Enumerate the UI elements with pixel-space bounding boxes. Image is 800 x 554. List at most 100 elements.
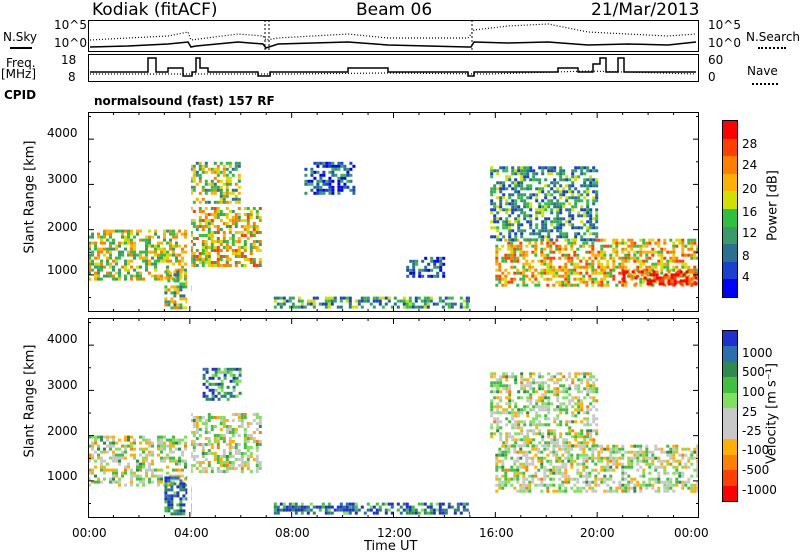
heatmap-cell (231, 237, 235, 240)
heatmap-cell (498, 447, 502, 451)
heatmap-cell (360, 305, 364, 309)
heatmap-cell (285, 299, 289, 303)
heatmap-cell (514, 169, 518, 173)
heatmap-cell (172, 235, 175, 239)
heatmap-cell (565, 408, 569, 412)
colorbar-segment (723, 156, 737, 174)
heatmap-cell (433, 262, 437, 266)
heatmap-cell (505, 199, 509, 203)
heatmap-cell (558, 489, 562, 493)
heatmap-cell (112, 480, 115, 484)
heatmap-cell (151, 256, 154, 260)
heatmap-cell (553, 190, 557, 194)
heatmap-cell (547, 408, 551, 412)
heatmap-cell (217, 376, 221, 380)
heatmap-cell (164, 506, 168, 510)
heatmap-cell (564, 471, 568, 475)
heatmap-cell (130, 259, 133, 263)
heatmap-cell (459, 511, 463, 515)
heatmap-cell (505, 408, 509, 412)
heatmap-cell (505, 432, 509, 436)
heatmap-cell (148, 229, 151, 233)
heatmap-cell (240, 461, 244, 464)
heatmap-cell (517, 420, 521, 424)
heatmap-cell (450, 302, 454, 306)
heatmap-cell (255, 231, 259, 234)
heatmap-cell (490, 432, 494, 436)
heatmap-cell (181, 250, 184, 254)
heatmap-cell (216, 461, 220, 464)
heatmap-cell (495, 262, 499, 266)
heatmap-cell (151, 480, 154, 484)
heatmap-cell (588, 265, 592, 269)
heatmap-cell (553, 444, 557, 448)
heatmap-cell (447, 296, 451, 300)
heatmap-cell (499, 432, 503, 436)
heatmap-cell (222, 170, 226, 174)
heatmap-cell (246, 207, 250, 210)
heatmap-cell (210, 452, 214, 455)
heatmap-cell (357, 299, 361, 303)
heatmap-cell (693, 268, 697, 272)
heatmap-cell (145, 474, 148, 478)
heatmap-cell (526, 187, 530, 191)
heatmap-cell (181, 256, 184, 260)
heatmap-cell (201, 252, 205, 255)
heatmap-cell (520, 232, 524, 236)
heatmap-cell (582, 459, 586, 463)
heatmap-cell (258, 231, 262, 234)
heatmap-cell (164, 482, 168, 486)
heatmap-cell (574, 169, 578, 173)
heatmap-cell (201, 258, 205, 261)
heatmap-cell (336, 305, 340, 309)
heatmap-cell (618, 280, 622, 284)
heatmap-cell (185, 282, 189, 286)
heatmap-cell (219, 464, 223, 467)
heatmap-cell (511, 444, 515, 448)
heatmap-cell (189, 440, 193, 443)
heatmap-cell (384, 296, 388, 300)
heatmap-cell (198, 255, 202, 258)
data-gap (469, 318, 475, 518)
heatmap-cell (243, 434, 247, 437)
heatmap-cell (124, 450, 127, 454)
heatmap-cell (547, 387, 551, 391)
heatmap-cell (447, 502, 451, 506)
heatmap-cell (318, 302, 322, 306)
heatmap-cell (556, 199, 560, 203)
heatmap-cell (540, 274, 544, 278)
heatmap-cell (538, 381, 542, 385)
heatmap-cell (496, 408, 500, 412)
heatmap-cell (538, 384, 542, 388)
heatmap-cell (666, 489, 670, 493)
heatmap-cell (103, 265, 106, 269)
heatmap-cell (204, 200, 208, 204)
heatmap-cell (642, 262, 646, 266)
heatmap-cell (273, 511, 277, 515)
heatmap-cell (216, 185, 220, 189)
heatmap-cell (508, 208, 512, 212)
heatmap-cell (210, 188, 214, 192)
heatmap-cell (690, 238, 694, 242)
heatmap-cell (185, 297, 189, 301)
heatmap-cell (231, 216, 235, 219)
heatmap-cell (204, 431, 208, 434)
heatmap-cell (207, 264, 211, 267)
heatmap-cell (112, 468, 115, 472)
heatmap-cell (294, 505, 298, 509)
heatmap-cell (115, 471, 118, 475)
heatmap-cell (654, 447, 658, 451)
heatmap-cell (559, 211, 563, 215)
heatmap-cell (505, 441, 509, 445)
heatmap-cell (577, 435, 581, 439)
heatmap-cell (490, 408, 494, 412)
heatmap-cell (586, 420, 590, 424)
heatmap-cell (532, 372, 536, 376)
heatmap-cell (540, 250, 544, 254)
heatmap-cell (552, 453, 556, 457)
heatmap-cell (648, 241, 652, 245)
heatmap-cell (595, 190, 599, 194)
heatmap-cell (525, 250, 529, 254)
heatmap-cell (160, 450, 163, 454)
heatmap-cell (630, 480, 634, 484)
